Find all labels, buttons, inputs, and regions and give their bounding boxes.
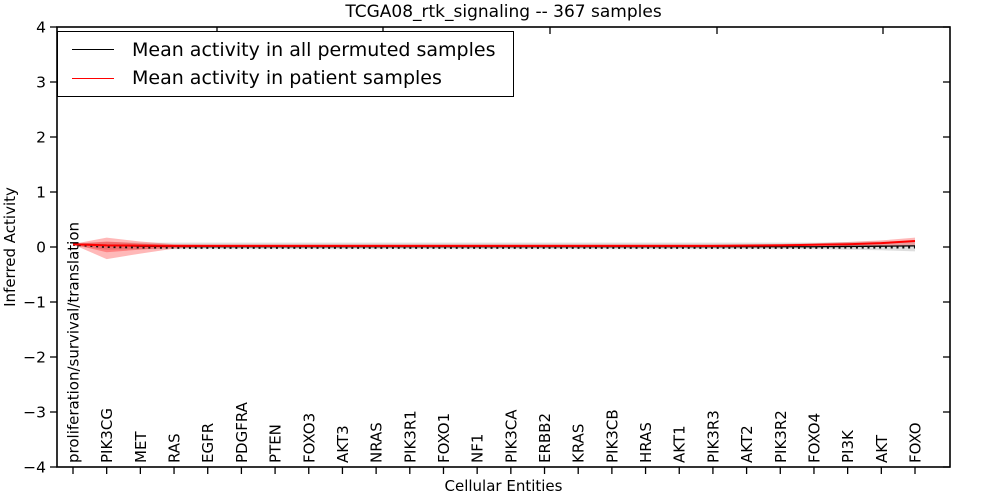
x-axis-label: Cellular Entities xyxy=(444,477,563,495)
x-tick-label: AKT1 xyxy=(671,425,689,463)
y-tick-label: −2 xyxy=(23,349,46,367)
patient-line-swatch xyxy=(72,77,114,79)
y-tick-label: −3 xyxy=(23,404,46,422)
x-tick-label: KRAS xyxy=(570,424,588,463)
x-tick-label: PIK3R1 xyxy=(401,410,419,463)
y-tick-label: 3 xyxy=(36,74,46,92)
x-tick-label: PIK3R3 xyxy=(704,410,722,463)
patient-band-core xyxy=(73,241,208,253)
x-tick-label: HRAS xyxy=(637,422,655,463)
legend: Mean activity in all permuted samples Me… xyxy=(57,31,514,97)
x-tick-label: EGFR xyxy=(199,423,217,463)
x-tick-label: PI3K xyxy=(839,429,857,463)
legend-item-patient: Mean activity in patient samples xyxy=(58,67,513,89)
x-tick-label: FOXO4 xyxy=(805,413,823,463)
y-tick-label: −4 xyxy=(23,459,46,477)
x-tick-label: NF1 xyxy=(469,434,487,463)
y-tick-label: −1 xyxy=(23,294,46,312)
legend-label-patient: Mean activity in patient samples xyxy=(132,67,442,90)
y-tick-label: 4 xyxy=(36,19,46,37)
x-tick-label: AKT2 xyxy=(738,425,756,463)
x-tick-label: AKT3 xyxy=(334,425,352,463)
y-tick-label: 2 xyxy=(36,129,46,147)
x-tick-label: PIK3CG xyxy=(98,408,116,463)
y-tick-label: 0 xyxy=(36,239,46,257)
chart-title: TCGA08_rtk_signaling -- 367 samples xyxy=(345,2,662,22)
x-tick-label: RAS xyxy=(166,433,184,463)
x-tick-label: AKT xyxy=(873,434,891,463)
permuted-dotted-line xyxy=(72,243,916,249)
x-tick-label: PDGFRA xyxy=(233,401,251,463)
x-tick-label: PIK3CB xyxy=(603,409,621,463)
x-tick-label: ERBB2 xyxy=(536,413,554,463)
x-tick-label: PTEN xyxy=(267,424,285,463)
x-tick-label: FOXO1 xyxy=(435,413,453,463)
patient-mean-line xyxy=(72,239,916,247)
x-tick-label: FOXO3 xyxy=(300,413,318,463)
x-tick-label: FOXO xyxy=(907,422,925,463)
x-tick-label: PIK3R2 xyxy=(772,410,790,463)
x-tick-label: NRAS xyxy=(368,422,386,463)
legend-item-permuted: Mean activity in all permuted samples xyxy=(58,39,513,61)
x-tick-label: proliferation/survival/translation xyxy=(65,222,83,463)
permuted-line-swatch xyxy=(72,49,114,51)
x-tick-label: MET xyxy=(132,431,150,463)
legend-label-permuted: Mean activity in all permuted samples xyxy=(132,38,496,61)
y-tick-label: 1 xyxy=(36,184,46,202)
x-tick-label: PIK3CA xyxy=(502,409,520,463)
